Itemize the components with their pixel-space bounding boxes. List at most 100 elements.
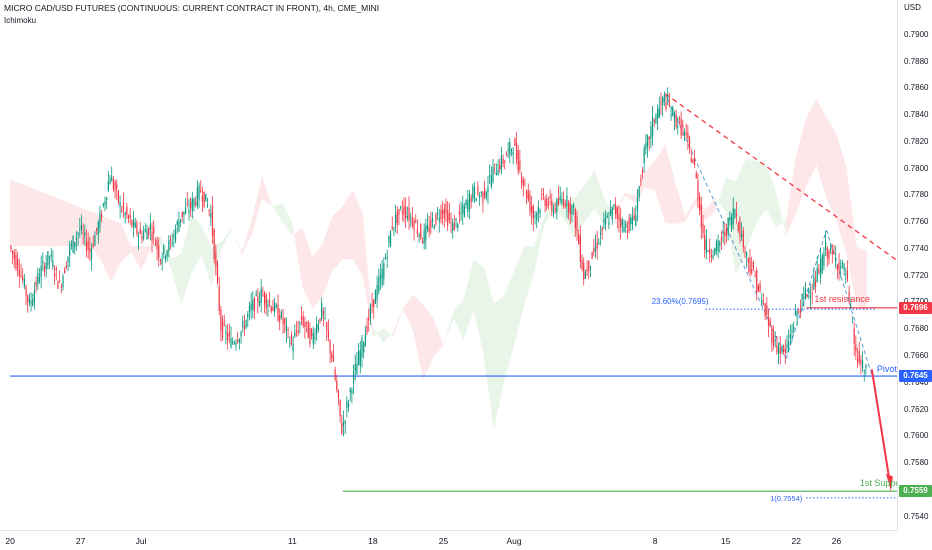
price-chart[interactable]: 1st resistance Pivot 1st Support 23.60%(0.7… [0, 0, 897, 550]
y-tick-label: 0.7860 [904, 83, 929, 93]
candle-down [581, 259, 583, 270]
candle-up [705, 239, 707, 253]
support-price-badge[interactable]: 0.7559 [899, 485, 932, 498]
candle-up [808, 289, 810, 294]
currency-label[interactable]: USD [904, 3, 921, 12]
candle-up [210, 213, 212, 218]
candle-up [75, 237, 78, 240]
candle-up [431, 217, 434, 222]
candle-up [816, 268, 818, 283]
candle-up [667, 97, 669, 101]
candle-down [633, 214, 635, 220]
candle-up [23, 279, 25, 287]
x-tick-label[interactable]: Jul [136, 536, 147, 546]
candle-down [831, 250, 833, 254]
candle-down [665, 101, 667, 110]
candle-up [240, 331, 242, 337]
candle-up [346, 400, 348, 409]
candle-down [458, 211, 461, 215]
candle-down [693, 157, 696, 166]
candle-down [341, 423, 343, 434]
indicator-label[interactable]: Ichimoku [4, 16, 37, 25]
candle-up [803, 296, 805, 298]
candle-down [576, 216, 578, 232]
candle-up [791, 330, 793, 332]
pivot-price-badge[interactable]: 0.7645 [899, 370, 932, 383]
x-tick-label[interactable]: 8 [653, 536, 658, 546]
candle-down [290, 335, 293, 345]
candle-up [487, 186, 489, 193]
cloud-segment-bullish [574, 185, 585, 239]
candle-up [460, 212, 462, 215]
candle-down [515, 142, 518, 160]
candle-up [823, 254, 825, 266]
cloud-segment-bearish [332, 206, 343, 271]
candle-down [628, 218, 630, 232]
candle-up [512, 152, 514, 156]
x-tick-label[interactable]: 27 [76, 536, 86, 546]
candle-up [635, 215, 637, 227]
cloud-segment-bullish [382, 328, 394, 343]
x-tick-label[interactable]: 11 [288, 536, 297, 546]
candle-down [752, 262, 754, 269]
candle-up [363, 343, 365, 353]
candle-up [475, 198, 477, 202]
candle-up [777, 345, 780, 354]
candle-up [70, 243, 72, 246]
candle-up [104, 201, 106, 205]
candle-up [379, 274, 382, 279]
fib-leg-down-2 [825, 230, 873, 375]
candle-down [139, 228, 141, 234]
y-tick-label: 0.7600 [904, 431, 929, 441]
x-tick-label[interactable]: 26 [832, 536, 842, 546]
candle-down [92, 243, 94, 247]
x-tick-label[interactable]: Aug [506, 536, 521, 546]
cloud-segment-bearish [362, 214, 373, 338]
candle-down [221, 319, 224, 338]
candle-up [232, 341, 234, 344]
candle-down [784, 348, 786, 353]
candle-up [606, 215, 608, 218]
candle-down [295, 330, 298, 332]
cloud-segment-bullish [725, 177, 736, 276]
candle-up [865, 365, 867, 369]
cloud-segment-bullish [161, 235, 172, 269]
cloud-segment-bearish [624, 192, 635, 204]
candle-up [94, 235, 96, 246]
candle-up [161, 258, 163, 265]
candle-up [317, 324, 319, 330]
candle-down [329, 340, 331, 353]
candle-up [173, 235, 175, 238]
candle-down [302, 316, 304, 327]
candle-up [183, 211, 185, 215]
candle-up [598, 243, 600, 245]
cloud-segment-bearish [141, 246, 152, 271]
candle-down [564, 203, 566, 206]
candle-down [704, 235, 706, 250]
candle-down [772, 333, 775, 347]
candle-up [761, 299, 763, 304]
candle-down [373, 299, 375, 308]
x-tick-label[interactable]: 20 [5, 536, 15, 546]
price-axis[interactable]: USD 0.7900 0.7880 0.7860 0.7840 0.7820 0.7800 0… [897, 0, 932, 530]
cloud-segment-bullish [594, 170, 605, 228]
candle-down [141, 236, 143, 240]
candle-up [299, 322, 301, 325]
candle-down [519, 160, 521, 170]
candle-down [828, 250, 830, 260]
x-tick-label[interactable]: 18 [368, 536, 378, 546]
cloud-segment-bullish [564, 198, 575, 239]
candle-down [228, 331, 230, 336]
resistance-price-badge[interactable]: 0.7696 [899, 301, 932, 314]
candle-up [655, 115, 657, 124]
candle-down [64, 269, 66, 274]
candle-up [495, 173, 497, 175]
candle-down [398, 209, 400, 215]
x-tick-label[interactable]: 25 [439, 536, 449, 546]
candle-up [631, 216, 634, 225]
x-tick-label[interactable]: 22 [791, 536, 801, 546]
cloud-segment-bearish [352, 190, 363, 277]
x-tick-label[interactable]: 15 [721, 536, 731, 546]
candle-up [179, 218, 182, 222]
candle-up [258, 301, 261, 306]
